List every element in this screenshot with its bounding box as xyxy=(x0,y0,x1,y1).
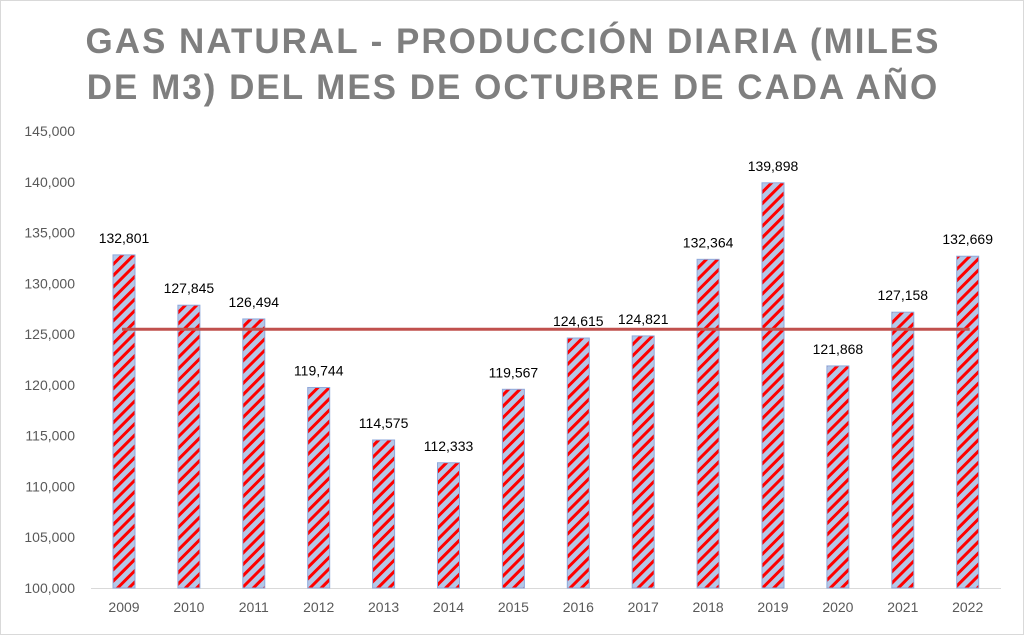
bar-2012 xyxy=(307,386,331,589)
x-tick-label: 2016 xyxy=(563,599,594,615)
x-tick-label: 2017 xyxy=(628,599,659,615)
bar-2013 xyxy=(372,439,396,589)
y-tick-label: 120,000 xyxy=(24,377,75,393)
bar-2017 xyxy=(631,335,655,589)
bar-2015 xyxy=(501,388,525,589)
bar-2019 xyxy=(761,182,785,589)
bar-2009 xyxy=(112,254,136,589)
y-tick-label: 100,000 xyxy=(24,580,75,596)
data-label-2013: 114,575 xyxy=(359,415,409,431)
chart-title: GAS NATURAL - PRODUCCIÓN DIARIA (MILES D… xyxy=(1,19,1024,111)
bar-2016 xyxy=(566,337,590,589)
y-tick-label: 105,000 xyxy=(24,529,75,545)
bar-2020 xyxy=(826,365,850,589)
data-label-2009: 132,801 xyxy=(99,230,150,246)
x-tick-label: 2018 xyxy=(693,599,724,615)
bar-2018 xyxy=(696,258,720,589)
data-label-2019: 139,898 xyxy=(748,158,799,174)
data-label-2018: 132,364 xyxy=(683,234,734,250)
bar-2010 xyxy=(177,304,201,589)
x-tick-label: 2021 xyxy=(887,599,918,615)
x-tick-label: 2022 xyxy=(952,599,983,615)
data-label-2016: 124,615 xyxy=(553,313,604,329)
bar-2014 xyxy=(437,462,460,589)
y-tick-label: 115,000 xyxy=(25,428,75,444)
y-tick-label: 130,000 xyxy=(24,275,75,291)
data-label-2021: 127,158 xyxy=(877,287,928,303)
chart-title-line-1: GAS NATURAL - PRODUCCIÓN DIARIA (MILES xyxy=(85,22,941,61)
y-tick-label: 135,000 xyxy=(24,225,75,241)
data-label-2011: 126,494 xyxy=(228,294,279,310)
y-tick-label: 140,000 xyxy=(24,174,75,190)
x-tick-label: 2010 xyxy=(173,599,204,615)
x-tick-label: 2012 xyxy=(303,599,334,615)
bar-2011 xyxy=(242,318,266,589)
y-tick-label: 145,000 xyxy=(24,123,75,139)
x-tick-label: 2014 xyxy=(433,599,464,615)
x-tick-label: 2013 xyxy=(368,599,399,615)
x-tick-label: 2019 xyxy=(757,599,788,615)
x-tick-label: 2020 xyxy=(822,599,853,615)
x-tick-label: 2011 xyxy=(239,599,269,615)
x-tick-label: 2009 xyxy=(108,599,139,615)
data-label-2010: 127,845 xyxy=(164,280,215,296)
data-label-2012: 119,744 xyxy=(294,362,344,378)
chart-title-line-2: DE M3) DEL MES DE OCTUBRE DE CADA AÑO xyxy=(86,68,940,107)
data-label-2014: 112,333 xyxy=(424,438,474,454)
bar-2021 xyxy=(891,311,915,589)
data-label-2015: 119,567 xyxy=(489,364,539,380)
y-tick-label: 125,000 xyxy=(24,326,75,342)
bar-2022 xyxy=(956,255,980,589)
data-label-2022: 132,669 xyxy=(942,231,993,247)
data-label-2020: 121,868 xyxy=(813,341,864,357)
data-label-2017: 124,821 xyxy=(618,311,669,327)
y-tick-label: 110,000 xyxy=(25,478,75,494)
x-tick-label: 2015 xyxy=(498,599,529,615)
